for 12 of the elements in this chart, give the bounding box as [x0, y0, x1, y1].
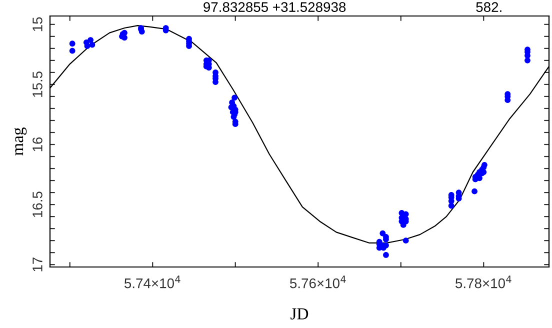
x-tick-label: 5.74×10$^{4}$	[124, 276, 180, 288]
x-tick-label: 5.76×10$^{4}$	[290, 276, 346, 288]
y-tick-label: 16	[32, 137, 42, 152]
y-tick-label: 15.5	[32, 72, 42, 97]
x-axis-title: JD	[290, 308, 308, 320]
y-axis-title: mag	[14, 127, 27, 156]
y-tick-label: 15	[32, 17, 42, 32]
y-tick-label: 16.5	[32, 192, 42, 218]
text: 582.	[476, 2, 502, 12]
chart-title: 97.832855 +31.528938	[204, 2, 346, 12]
y-tick-label: 17	[32, 258, 42, 272]
x-tick-label: 5.78×10$^{4}$	[456, 276, 512, 288]
